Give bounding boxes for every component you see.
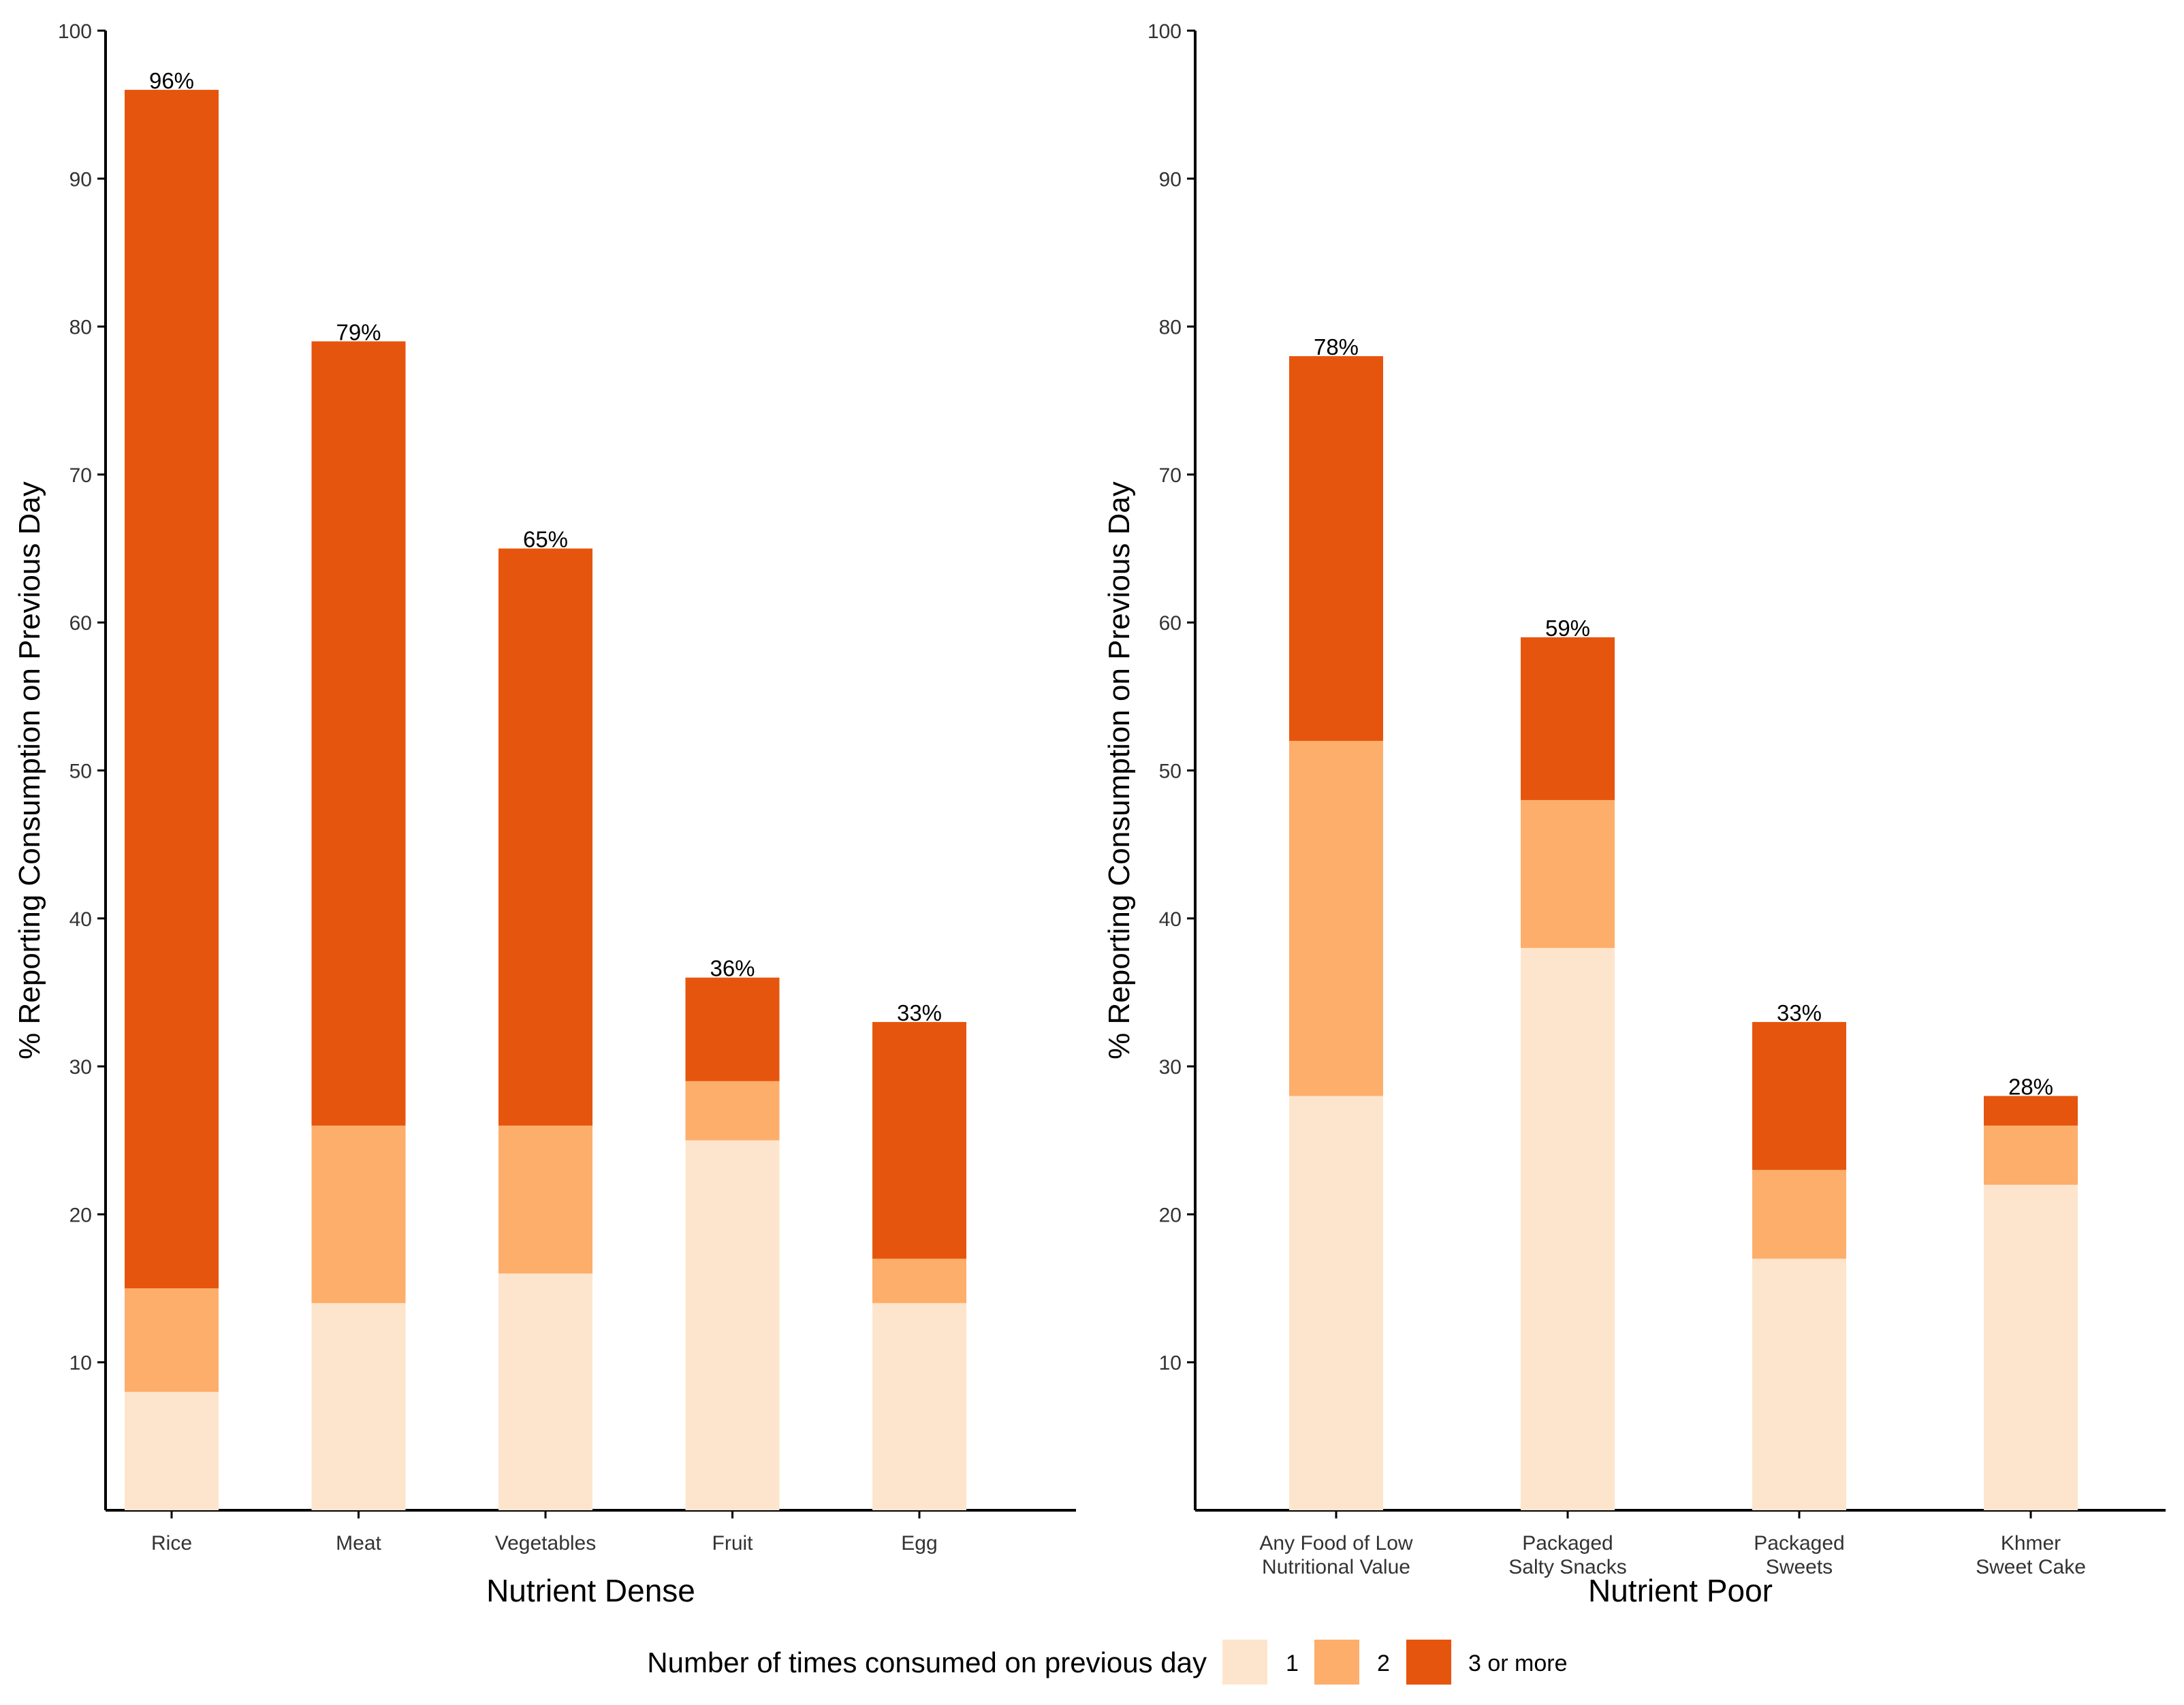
bar-total-label: 36% [710, 956, 755, 981]
bar-segment-2 [685, 1081, 780, 1141]
y-tick-label: 40 [69, 908, 92, 931]
x-tick-label: Nutritional Value [1262, 1556, 1410, 1578]
y-tick-label: 60 [1159, 612, 1182, 635]
y-tick-label: 50 [69, 761, 92, 783]
bar-segment-1 [498, 1273, 592, 1510]
bar-total-label: 79% [336, 319, 381, 345]
legend-label-1: 1 [1286, 1651, 1299, 1676]
bar-segment-1 [685, 1140, 780, 1510]
bar-segment-2 [498, 1126, 592, 1274]
bar-segment-2 [1752, 1170, 1846, 1259]
chart-panel-1: 10 20 30 40 50 60 70 80 90 100 % Reporting Consump… [13, 20, 1076, 1608]
x-tick-label: Rice [151, 1532, 192, 1555]
bar-segment-2 [1984, 1126, 2078, 1185]
y-tick-label: 20 [1159, 1204, 1182, 1226]
y-tick-label: 100 [1148, 20, 1182, 43]
bar-segment-3-or-more [685, 977, 780, 1081]
y-tick-label: 100 [58, 20, 92, 43]
bar-segment-1 [311, 1303, 406, 1510]
x-tick-label: Egg [901, 1532, 937, 1555]
bar-segment-3-or-more [125, 89, 219, 1289]
bar-segment-3-or-more [1521, 637, 1615, 800]
y-tick-label: 80 [69, 317, 92, 339]
y-tick-label: 30 [1159, 1056, 1182, 1079]
bar-segment-3-or-more [872, 1021, 966, 1259]
bar-segment-3-or-more [498, 548, 592, 1126]
bar-segment-1 [1521, 948, 1615, 1510]
bar-total-label: 59% [1545, 616, 1590, 641]
x-tick-label: Salty Snacks [1508, 1556, 1626, 1578]
y-tick-label: 70 [1159, 464, 1182, 487]
bar-segment-2 [872, 1258, 966, 1303]
y-tick-label: 90 [69, 168, 92, 191]
legend-swatch-3 [1406, 1640, 1451, 1685]
y-tick-label: 40 [1159, 908, 1182, 931]
bar-segment-2 [125, 1288, 219, 1392]
y-tick-label: 30 [69, 1056, 92, 1079]
x-tick-label: Sweets [1766, 1556, 1833, 1578]
bar-total-label: 78% [1314, 334, 1359, 360]
x-tick-label: Vegetables [495, 1532, 596, 1555]
bar-segment-1 [872, 1303, 966, 1510]
bar-total-label: 65% [523, 527, 568, 552]
bar-segment-1 [1984, 1184, 2078, 1510]
legend-swatch-1 [1222, 1640, 1267, 1685]
x-tick-label: Fruit [712, 1532, 754, 1555]
bar-segment-3-or-more [1289, 356, 1383, 742]
y-tick-label: 20 [69, 1204, 92, 1226]
bar-segment-1 [1289, 1096, 1383, 1510]
y-tick-label: 50 [1159, 761, 1182, 783]
x-tick-label: Packaged [1754, 1532, 1844, 1555]
y-tick-label: 10 [1159, 1352, 1182, 1375]
chart-panel-2: 10 20 30 40 50 60 70 80 90 100 % Reporting Consump… [1103, 20, 2166, 1608]
y-tick-label: 70 [69, 464, 92, 487]
x-tick-label: Sweet Cake [1976, 1556, 2086, 1578]
bar-segment-3-or-more [1984, 1096, 2078, 1126]
bar-segment-3-or-more [1752, 1021, 1846, 1170]
bar-segment-1 [125, 1392, 219, 1510]
legend-label-3: 3 or more [1468, 1651, 1568, 1676]
x-axis-title: Nutrient Poor [1588, 1573, 1773, 1608]
bar-total-label: 33% [897, 1000, 942, 1025]
y-tick-label: 90 [1159, 168, 1182, 191]
y-tick-label: 60 [69, 612, 92, 635]
y-axis-title: % Reporting Consumption on Previous Day [1103, 481, 1136, 1059]
x-axis-title: Nutrient Dense [486, 1573, 695, 1608]
bar-segment-2 [311, 1126, 406, 1303]
bar-segment-3-or-more [311, 341, 406, 1126]
x-tick-label: Meat [336, 1532, 381, 1555]
bar-segment-2 [1289, 741, 1383, 1096]
legend-title: Number of times consumed on previous day [647, 1646, 1207, 1678]
bar-segment-2 [1521, 799, 1615, 949]
y-axis-title: % Reporting Consumption on Previous Day [13, 481, 46, 1059]
bar-segment-1 [1752, 1258, 1846, 1510]
y-tick-label: 10 [69, 1352, 92, 1375]
x-tick-label: Any Food of Low [1259, 1532, 1412, 1555]
x-tick-label: Packaged [1522, 1532, 1613, 1555]
legend-swatch-2 [1314, 1640, 1359, 1685]
bar-total-label: 96% [149, 68, 194, 93]
bar-total-label: 28% [2008, 1074, 2053, 1100]
bar-total-label: 33% [1777, 1000, 1822, 1025]
legend-label-2: 2 [1377, 1651, 1390, 1676]
x-tick-label: Khmer [2001, 1532, 2061, 1555]
y-tick-label: 80 [1159, 317, 1182, 339]
chart-legend: Number of times consumed on previous day… [647, 1640, 1568, 1685]
